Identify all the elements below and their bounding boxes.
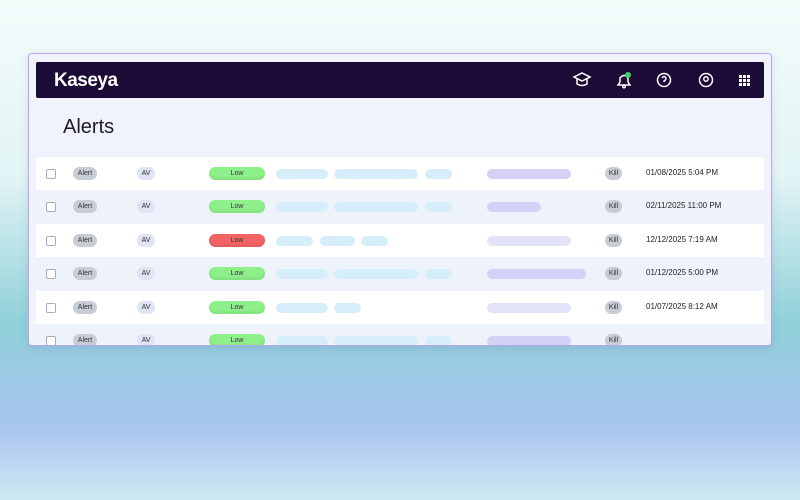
learning-icon[interactable] — [572, 72, 592, 87]
row-checkbox[interactable] — [46, 336, 56, 345]
severity-badge: Low — [209, 167, 265, 180]
alert-date: 01/08/2025 5:04 PM — [646, 168, 719, 177]
alert-date: 02/11/2025 11:00 PM — [646, 201, 722, 211]
placeholder-bar — [334, 302, 361, 313]
placeholder-bar — [334, 202, 418, 213]
placeholder-bar — [276, 235, 313, 246]
kill-button[interactable]: Kill — [605, 167, 622, 180]
placeholder-bar — [425, 169, 452, 179]
placeholder-bar — [425, 269, 452, 280]
help-icon[interactable] — [656, 72, 672, 88]
placeholder-bar — [276, 169, 328, 179]
profile-icon[interactable] — [698, 72, 714, 88]
table-row[interactable]: Alert AV Low Kill 12/12/2025 7:19 AM — [36, 223, 764, 257]
row-checkbox[interactable] — [46, 269, 56, 280]
table-row[interactable]: Alert AV Low Kill 02/11/2025 11:00 PM — [36, 190, 764, 224]
placeholder-bar — [276, 202, 328, 213]
table-row[interactable]: Alert AV Low Kill 01/07/2025 8:12 AM — [36, 290, 764, 324]
severity-badge: Low — [209, 200, 265, 214]
source-tag: AV — [137, 267, 155, 281]
row-checkbox[interactable] — [46, 302, 56, 313]
table-row[interactable]: Alert AV Low Kill 01/12/2025 5:00 PM — [36, 257, 764, 291]
severity-badge: Low — [209, 233, 265, 247]
severity-badge: Low — [209, 300, 265, 314]
table-row[interactable]: Alert AV Low Kill — [36, 324, 764, 345]
placeholder-bar — [276, 269, 328, 280]
source-tag: AV — [137, 334, 155, 345]
source-tag: AV — [137, 167, 155, 180]
placeholder-bar — [487, 235, 571, 246]
type-tag: Alert — [73, 233, 97, 247]
row-checkbox[interactable] — [46, 235, 56, 246]
type-tag: Alert — [73, 334, 97, 345]
table-row[interactable]: Alert AV Low Kill 01/08/2025 5:04 PM — [36, 157, 764, 190]
placeholder-bar — [425, 202, 452, 213]
apps-icon[interactable] — [739, 75, 750, 86]
type-tag: Alert — [73, 267, 97, 281]
alert-date: 12/12/2025 7:19 AM — [646, 234, 718, 244]
placeholder-bar — [487, 169, 571, 179]
placeholder-bar — [276, 336, 328, 345]
source-tag: AV — [137, 233, 155, 247]
placeholder-bar — [487, 336, 571, 345]
alert-date: 01/07/2025 8:12 AM — [646, 301, 718, 311]
page-title: Alerts — [63, 116, 115, 138]
placeholder-bar — [487, 302, 571, 313]
row-checkbox[interactable] — [46, 169, 56, 179]
placeholder-bar — [425, 336, 452, 345]
notification-dot — [625, 72, 631, 78]
kill-button[interactable]: Kill — [605, 267, 622, 281]
alerts-window: Kaseya Alerts Alert AV Low Kill 01/08/2025 5… — [28, 53, 772, 346]
type-tag: Alert — [73, 300, 97, 314]
row-checkbox[interactable] — [46, 202, 56, 213]
type-tag: Alert — [73, 200, 97, 214]
placeholder-bar — [487, 269, 586, 280]
kill-button[interactable]: Kill — [605, 334, 622, 345]
placeholder-bar — [334, 336, 418, 345]
brand: Kaseya — [54, 70, 118, 91]
placeholder-bar — [361, 235, 388, 246]
placeholder-bar — [276, 302, 328, 313]
severity-badge: Low — [209, 334, 265, 345]
placeholder-bar — [334, 169, 418, 179]
kill-button[interactable]: Kill — [605, 300, 622, 314]
notifications-icon[interactable] — [616, 74, 632, 89]
placeholder-bar — [334, 269, 418, 280]
source-tag: AV — [137, 200, 155, 214]
placeholder-bar — [487, 202, 541, 213]
kill-button[interactable]: Kill — [605, 233, 622, 247]
source-tag: AV — [137, 300, 155, 314]
severity-badge: Low — [209, 267, 265, 281]
alert-date: 01/12/2025 5:00 PM — [646, 268, 719, 278]
toolbar-icons — [572, 72, 750, 89]
placeholder-bar — [320, 235, 355, 246]
type-tag: Alert — [73, 167, 97, 180]
top-bar: Kaseya — [36, 62, 764, 98]
kill-button[interactable]: Kill — [605, 200, 622, 214]
